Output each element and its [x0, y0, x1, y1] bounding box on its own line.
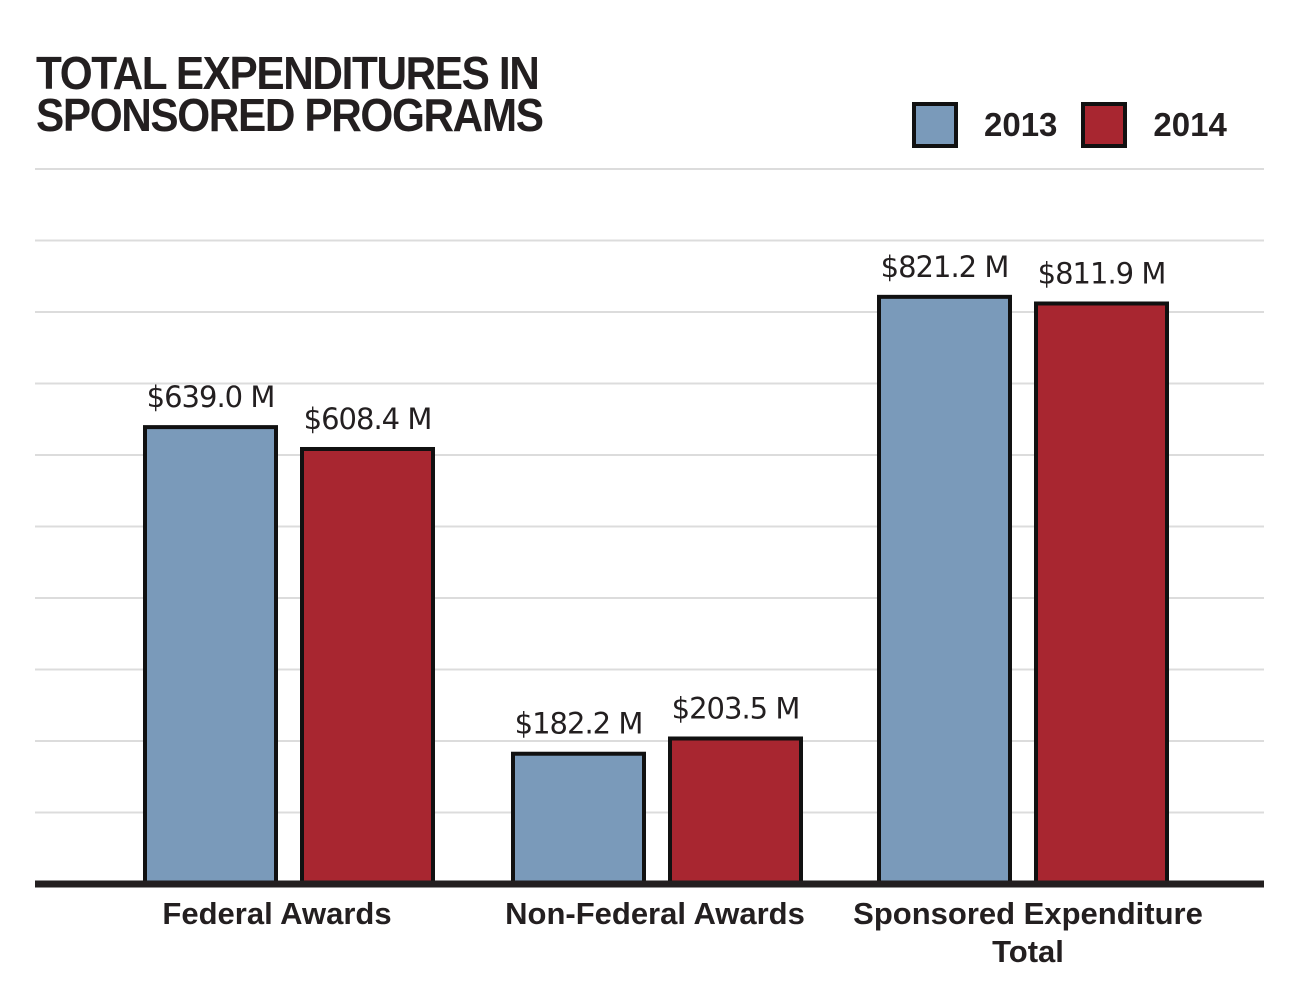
- category-labels: Federal Awards Non-Federal Awards Sponsore…: [162, 896, 1202, 969]
- category-label: Non-Federal Awards: [505, 896, 805, 931]
- category-label: Sponsored Expenditure: [853, 896, 1203, 931]
- legend-item-2013: 2013: [912, 102, 1057, 148]
- bar-value-label: $821.2 M: [881, 250, 1009, 284]
- bar-2014: [668, 736, 803, 886]
- bar-value-label: $639.0 M: [147, 380, 275, 414]
- bar-value-label: $811.9 M: [1038, 256, 1166, 290]
- bar-value-label: $608.4 M: [304, 402, 432, 436]
- chart-title: TOTAL EXPENDITURES IN SPONSORED PROGRAMS: [36, 47, 544, 141]
- legend-swatch-2013: [912, 102, 958, 148]
- bar-2014: [1034, 301, 1169, 886]
- bars: [143, 294, 1169, 887]
- bar-2013: [511, 751, 646, 886]
- bar-2014: [300, 446, 435, 886]
- chart-title-line-1: TOTAL EXPENDITURES IN: [36, 47, 540, 99]
- bar-value-label: $182.2 M: [515, 707, 643, 741]
- category-label: Total: [992, 934, 1064, 969]
- legend-swatch-2014: [1081, 102, 1128, 148]
- bar-2013: [877, 294, 1012, 887]
- bar-value-labels: $639.0 M $608.4 M $182.2 M $203.5 M $821.2 M…: [147, 250, 1167, 741]
- category-label: Federal Awards: [162, 896, 391, 931]
- legend: 2013 2014: [912, 102, 1251, 148]
- bar-2013: [143, 425, 278, 886]
- chart-title-line-2: SPONSORED PROGRAMS: [36, 89, 544, 141]
- legend-label-2013: 2013: [984, 106, 1058, 143]
- bar-value-label: $203.5 M: [672, 691, 800, 725]
- legend-item-2014: 2014: [1081, 102, 1227, 148]
- legend-label-2014: 2014: [1153, 106, 1227, 143]
